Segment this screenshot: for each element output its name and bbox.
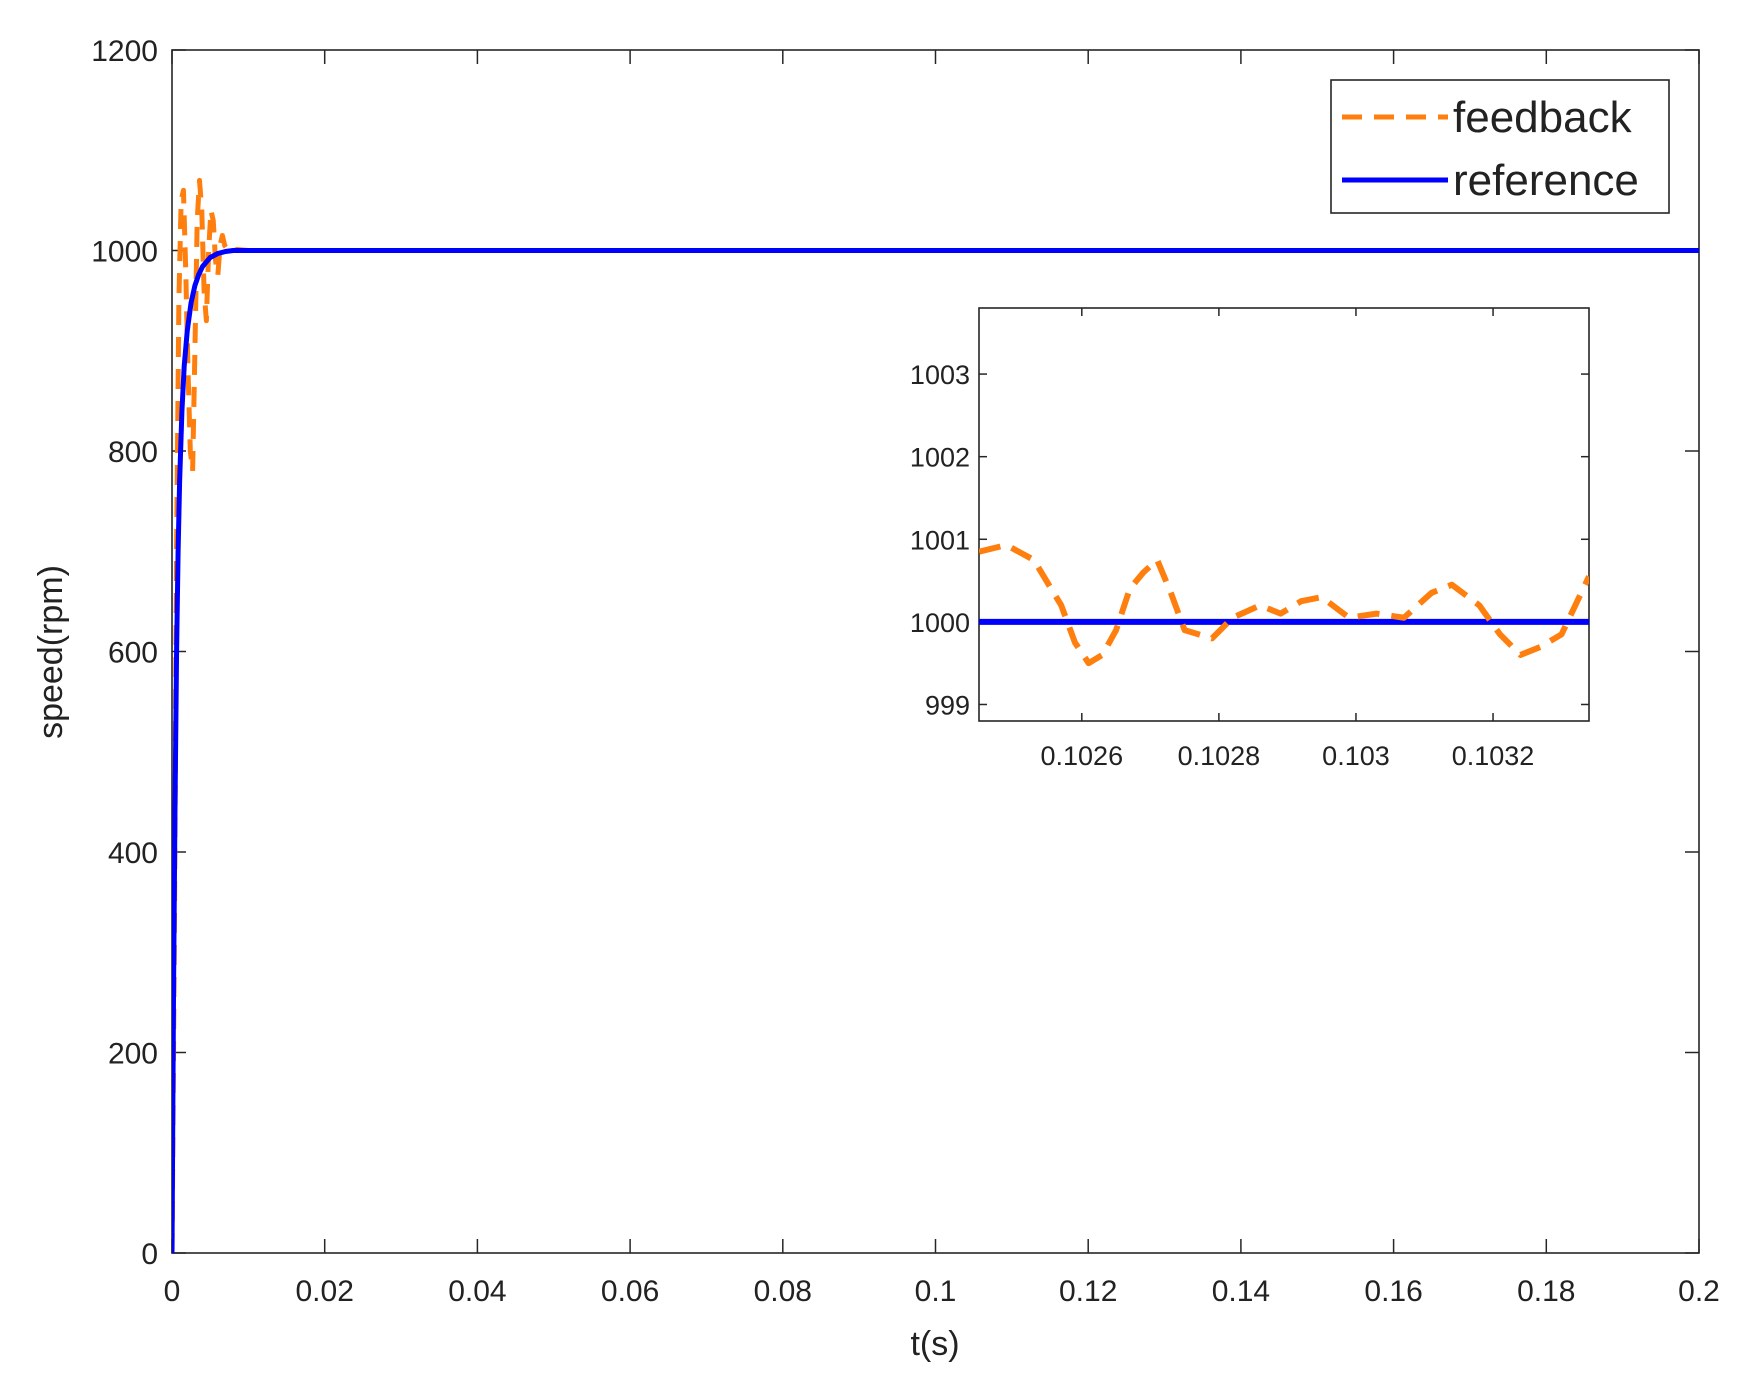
x-axis-label: t(s) bbox=[910, 1325, 959, 1363]
inset-y-tick-labels: 999 1000 1001 1002 1003 bbox=[910, 360, 970, 720]
inset-x-tick-labels: 0.1026 0.1028 0.103 0.1032 bbox=[1041, 741, 1535, 771]
main-x-tick-label: 0.18 bbox=[1517, 1275, 1575, 1308]
main-x-tick-label: 0.06 bbox=[601, 1275, 659, 1308]
legend-box bbox=[1330, 79, 1670, 214]
inset-series-group bbox=[979, 542, 1589, 667]
inset-x-tick-label: 0.1028 bbox=[1178, 741, 1261, 771]
inset-series-feedback bbox=[979, 542, 1589, 667]
legend-reference-label: reference bbox=[1453, 156, 1639, 205]
main-y-tick-label: 600 bbox=[108, 637, 158, 670]
main-y-tick-label: 200 bbox=[108, 1038, 158, 1071]
inset-x-tick-label: 0.103 bbox=[1322, 741, 1390, 771]
main-x-tick-label: 0.04 bbox=[448, 1275, 506, 1308]
y-axis-label: speed(rpm) bbox=[32, 565, 70, 739]
main-x-tick-label: 0.02 bbox=[296, 1275, 354, 1308]
inset-y-tick-label: 1002 bbox=[910, 443, 970, 473]
inset-plot-frame bbox=[978, 307, 1590, 722]
main-y-tick-label: 0 bbox=[141, 1238, 158, 1271]
inset-y-tick-label: 1000 bbox=[910, 608, 970, 638]
main-x-tick-label: 0 bbox=[164, 1275, 181, 1308]
inset-y-tick-label: 1001 bbox=[910, 525, 970, 555]
main-y-tick-label: 800 bbox=[108, 436, 158, 469]
main-x-tick-label: 0.12 bbox=[1059, 1275, 1117, 1308]
main-x-tick-label: 0.08 bbox=[754, 1275, 812, 1308]
main-series-group bbox=[172, 177, 1699, 1253]
main-y-tick-label: 400 bbox=[108, 837, 158, 870]
inset-y-tick-label: 1003 bbox=[910, 360, 970, 390]
main-x-tick-label: 0.1 bbox=[915, 1275, 957, 1308]
legend: feedback reference bbox=[1330, 79, 1670, 214]
inset-x-tick-label: 0.1032 bbox=[1452, 741, 1535, 771]
main-x-tick-labels: 0 0.02 0.04 0.06 0.08 0.1 0.12 0.14 0.16 0.18 0.2 bbox=[164, 1275, 1720, 1308]
main-series-reference bbox=[172, 248, 1699, 1253]
main-x-tick-label: 0.2 bbox=[1678, 1275, 1720, 1308]
main-y-tick-labels: 0 200 400 600 800 1000 1200 bbox=[91, 35, 158, 1271]
main-x-tick-label: 0.14 bbox=[1212, 1275, 1270, 1308]
main-x-tick-label: 0.16 bbox=[1364, 1275, 1422, 1308]
main-y-tick-label: 1200 bbox=[91, 35, 158, 68]
legend-feedback-label: feedback bbox=[1453, 93, 1633, 142]
inset-y-tick-label: 999 bbox=[925, 690, 970, 720]
inset-axis-ticks bbox=[979, 308, 1589, 721]
main-y-tick-label: 1000 bbox=[91, 236, 158, 269]
inset-x-tick-label: 0.1026 bbox=[1041, 741, 1124, 771]
